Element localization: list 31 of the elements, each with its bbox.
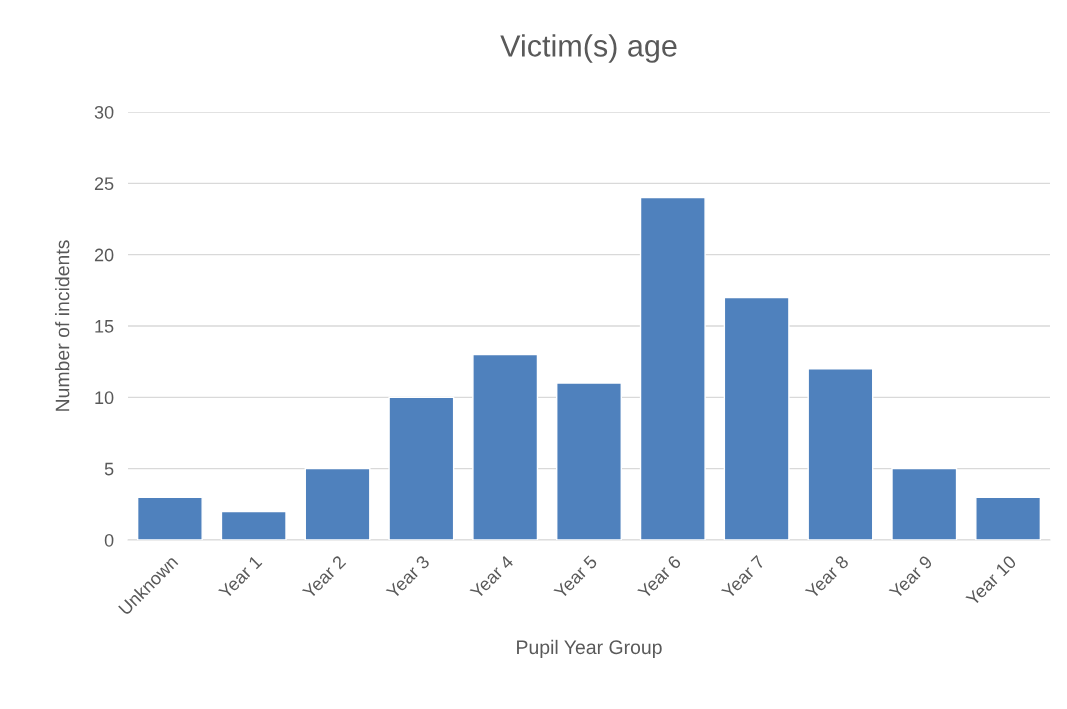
x-tick-label: Year 4 [469, 554, 515, 600]
x-tick-label: Year 2 [301, 554, 347, 600]
bar [220, 510, 287, 540]
y-tick-label: 15 [95, 320, 114, 333]
bar [472, 353, 539, 540]
x-tick-label: Year 6 [636, 554, 682, 600]
bar [891, 467, 958, 540]
y-tick-label: 5 [104, 462, 114, 476]
x-axis-title: Pupil Year Group [517, 639, 662, 658]
bar [807, 368, 874, 540]
chart-title: Victim(s) age [500, 34, 677, 63]
x-tick-label: Year 3 [385, 554, 431, 600]
y-tick-label: 25 [94, 177, 114, 191]
x-tick-label: Year 1 [218, 554, 263, 600]
bar [975, 496, 1042, 540]
bar [556, 382, 622, 540]
y-tick-label: 10 [95, 391, 114, 405]
y-tick-label: 0 [104, 533, 114, 547]
y-axis-title: Number of incidents [55, 240, 70, 411]
x-tick-label: Year 5 [553, 554, 598, 600]
y-tick-label: 30 [94, 105, 114, 119]
x-tick-label: Year 7 [720, 555, 766, 600]
bar [136, 496, 203, 540]
bar [388, 396, 455, 540]
x-tick-label: Year 8 [804, 554, 850, 600]
bar [639, 196, 706, 540]
y-tick-label: 20 [94, 248, 114, 262]
x-tick-label: Year 9 [888, 554, 934, 600]
bar [723, 296, 790, 540]
x-tick-label: Year 10 [965, 554, 1017, 607]
bar [304, 467, 371, 540]
